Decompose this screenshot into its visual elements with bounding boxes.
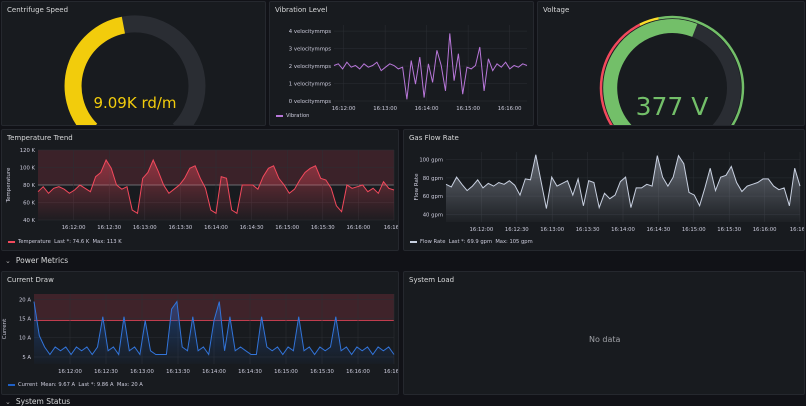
x-tick-label: 16:13:30 xyxy=(166,369,190,375)
x-tick-label: 16:13:30 xyxy=(576,227,600,233)
current-chart: 20 A 15 A 10 A 5 A 16:12:00 16:12:30 16:13:00 1… xyxy=(2,294,399,375)
x-tick-label: 16:15:00 xyxy=(682,227,706,233)
panel-title: Temperature Trend xyxy=(7,134,73,142)
x-tick-label: 16:16:3 xyxy=(790,227,805,233)
series-line xyxy=(37,158,395,215)
panel-title: Centrifuge Speed xyxy=(7,6,69,14)
row-system-status[interactable]: ⌄ System Status xyxy=(5,397,71,406)
current-draw-panel: Current Draw 20 A 15 A 10 A 5 A 16:12:00 16:1… xyxy=(1,271,399,395)
x-tick-label: 16:16:00 xyxy=(347,225,371,231)
no-data-message: No data xyxy=(589,335,621,344)
x-tick-label: 16:12:00 xyxy=(58,369,82,375)
x-tick-label: 16:15:30 xyxy=(311,225,335,231)
x-tick-label: 16:12:30 xyxy=(94,369,118,375)
x-tick-label: 16:12:30 xyxy=(97,225,121,231)
temperature-panel: Temperature Trend 120 K 100 K 80 K 60 K 40 K… xyxy=(1,129,399,251)
gas-flow-panel: Gas Flow Rate 100 gpm 80 gpm 60 gpm 40 gpm 1… xyxy=(403,129,805,251)
x-tick-label: 16:15:00 xyxy=(274,369,298,375)
temperature-chart: 120 K 100 K 80 K 60 K 40 K 16:12:00 16:12:30 16… xyxy=(6,148,399,231)
x-tick-label: 16:16:00 xyxy=(346,369,370,375)
x-tick-label: 16:14:30 xyxy=(240,225,264,231)
x-tick-label: 16:16:3 xyxy=(384,225,399,231)
x-tick-label: 16:16:00 xyxy=(753,227,777,233)
vibration-chart: 4 velocitymmps 3 velocitymmps 2 velocitymm… xyxy=(289,25,528,112)
x-tick-label: 16:16:00 xyxy=(498,106,522,112)
y-tick-label: 20 A xyxy=(19,298,31,304)
current-legend: Current Mean: 9.67 A Last *: 9.86 A Max:… xyxy=(8,382,143,388)
centrifuge-speed-panel: Centrifuge Speed 9.09K rd/m xyxy=(1,1,266,126)
x-tick-label: 16:13:30 xyxy=(169,225,193,231)
x-tick-label: 16:12:30 xyxy=(505,227,529,233)
y-tick-label: 4 velocitymmps xyxy=(289,29,331,35)
x-tick-label: 16:14:00 xyxy=(415,106,439,112)
y-tick-label: 60 K xyxy=(23,201,35,207)
gauge-value: 377 V xyxy=(636,92,709,121)
x-tick-label: 16:15:00 xyxy=(456,106,480,112)
x-tick-label: 16:13:00 xyxy=(130,369,154,375)
y-tick-label: 1 velocitymmps xyxy=(289,82,331,88)
y-axis-label: Current xyxy=(2,318,8,340)
series-line xyxy=(445,154,801,210)
chevron-down-icon: ⌄ xyxy=(5,398,11,406)
gas-flow-legend: Flow Rate Last *: 69.9 gpm Max: 105 gpm xyxy=(410,239,533,245)
y-tick-label: 120 K xyxy=(20,148,36,154)
x-tick-label: 16:14:30 xyxy=(238,369,262,375)
x-tick-label: 16:14:30 xyxy=(647,227,671,233)
system-load-panel: System Load No data xyxy=(403,271,805,395)
x-tick-label: 16:15:30 xyxy=(717,227,741,233)
y-tick-label: 3 velocitymmps xyxy=(289,47,331,53)
y-axis-label: Flow Rate xyxy=(414,173,420,201)
x-tick-label: 16:14:00 xyxy=(611,227,635,233)
y-tick-label: 2 velocitymmps xyxy=(289,64,331,70)
x-tick-label: 16:15:00 xyxy=(275,225,299,231)
y-tick-label: 0 velocitymmps xyxy=(289,99,331,105)
x-tick-label: 16:12:00 xyxy=(470,227,494,233)
series-line xyxy=(33,300,395,356)
temperature-legend: Temperature Last *: 74.6 K Max: 113 K xyxy=(8,239,122,245)
y-tick-label: 80 K xyxy=(23,183,35,189)
y-axis-label: Temperature xyxy=(6,167,12,203)
series-area xyxy=(446,154,800,222)
vibration-legend: Vibration xyxy=(276,113,309,119)
x-tick-label: 16:13:00 xyxy=(133,225,157,231)
y-tick-label: 5 A xyxy=(22,355,31,361)
x-tick-label: 16:12:00 xyxy=(62,225,86,231)
x-tick-label: 16:14:00 xyxy=(204,225,228,231)
panel-title: System Load xyxy=(409,276,455,284)
x-tick-label: 16:15:30 xyxy=(310,369,334,375)
y-tick-label: 80 gpm xyxy=(423,176,443,182)
y-tick-label: 60 gpm xyxy=(423,194,443,200)
series-line xyxy=(333,33,528,100)
gauge-value: 9.09K rd/m xyxy=(93,94,176,112)
x-tick-label: 16:16:3 xyxy=(384,369,399,375)
x-tick-label: 16:13:00 xyxy=(373,106,397,112)
vibration-panel: Vibration Level 4 velocitymmps 3 velocity… xyxy=(269,1,534,126)
centrifuge-gauge: 9.09K rd/m xyxy=(64,15,206,125)
panel-title: Voltage xyxy=(543,6,570,14)
panel-title: Current Draw xyxy=(7,276,54,284)
series-area xyxy=(38,160,394,220)
voltage-gauge: 377 V xyxy=(599,15,745,125)
y-tick-label: 100 K xyxy=(20,166,36,172)
y-tick-label: 15 A xyxy=(19,317,31,323)
y-tick-label: 40 gpm xyxy=(423,212,443,218)
panel-title: Gas Flow Rate xyxy=(409,134,459,142)
y-tick-label: 100 gpm xyxy=(419,158,443,164)
gas-flow-chart: 100 gpm 80 gpm 60 gpm 40 gpm 16:12:00 16:12:3… xyxy=(414,152,805,233)
y-tick-label: 40 K xyxy=(23,218,35,224)
row-power-metrics[interactable]: ⌄ Power Metrics xyxy=(5,256,69,265)
voltage-panel: Voltage 377 V xyxy=(537,1,805,126)
x-tick-label: 16:12:00 xyxy=(332,106,356,112)
panel-title: Vibration Level xyxy=(275,6,328,14)
y-tick-label: 10 A xyxy=(19,335,31,341)
chevron-down-icon: ⌄ xyxy=(5,257,11,265)
x-tick-label: 16:13:00 xyxy=(540,227,564,233)
x-tick-label: 16:14:00 xyxy=(202,369,226,375)
